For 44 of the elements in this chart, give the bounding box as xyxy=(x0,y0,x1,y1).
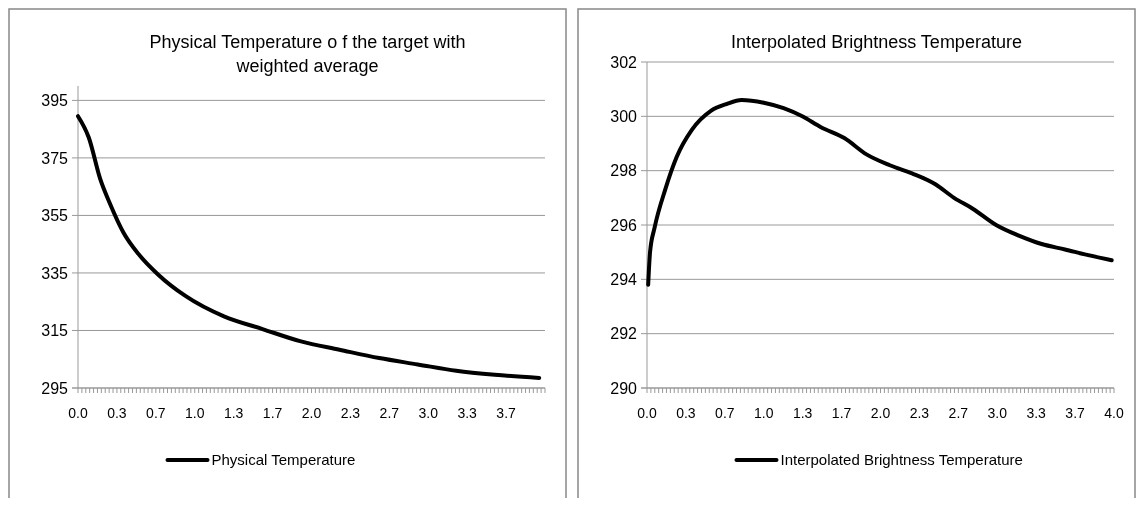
x-tick-label: 0.7 xyxy=(146,405,166,421)
y-tick-label: 294 xyxy=(610,270,638,288)
line-series xyxy=(646,98,1114,287)
legend-label: Interpolated Brightness Temperature xyxy=(780,451,1023,469)
legend-label: Physical Temperature xyxy=(211,451,356,469)
y-tick-label: 292 xyxy=(610,325,638,343)
y-tick-label: 315 xyxy=(41,322,69,340)
y-tick-label: 395 xyxy=(41,91,69,109)
x-tick-label: 0.7 xyxy=(715,405,735,421)
x-tick-label: 2.0 xyxy=(301,405,322,421)
y-tick-label: 302 xyxy=(610,53,638,71)
y-tick-label: 300 xyxy=(610,107,638,125)
x-tick-label: 2.7 xyxy=(948,405,969,421)
x-tick-label: 1.3 xyxy=(223,405,244,421)
x-tick-label: 3.3 xyxy=(457,405,478,421)
x-tick-label: 0.3 xyxy=(107,405,127,421)
x-tick-label: 0.0 xyxy=(68,405,88,421)
x-tick-label: 4.0 xyxy=(1104,405,1124,421)
x-tick-label: 1.3 xyxy=(792,405,813,421)
x-tick-label: 1.0 xyxy=(185,405,205,421)
x-tick-label: 2.3 xyxy=(340,405,361,421)
x-tick-label: 1.7 xyxy=(262,405,283,421)
x-tick-label: 3.7 xyxy=(496,405,517,421)
x-tick-label: 2.3 xyxy=(909,405,930,421)
y-tick-label: 355 xyxy=(41,207,69,225)
y-tick-label: 296 xyxy=(610,216,638,234)
chart-title: Interpolated Brightness Temperature xyxy=(731,32,1022,52)
x-tick-label: 0.3 xyxy=(676,405,696,421)
chart-title: Physical Temperature o f the target with weighted average xyxy=(149,32,466,76)
y-tick-label: 295 xyxy=(41,379,69,397)
line-series xyxy=(76,114,542,380)
x-tick-label: 0.0 xyxy=(637,405,657,421)
y-tick-label: 290 xyxy=(610,379,638,397)
y-tick-label: 335 xyxy=(41,264,69,282)
x-tick-label: 2.0 xyxy=(870,405,891,421)
x-tick-label: 1.7 xyxy=(831,405,852,421)
y-tick-label: 375 xyxy=(41,149,69,167)
x-tick-label: 3.3 xyxy=(1026,405,1047,421)
x-tick-label: 2.7 xyxy=(379,405,400,421)
x-tick-label: 1.0 xyxy=(754,405,774,421)
x-tick-label: 3.0 xyxy=(418,405,439,421)
x-tick-label: 3.0 xyxy=(987,405,1008,421)
y-tick-label: 298 xyxy=(610,162,638,180)
x-tick-label: 3.7 xyxy=(1065,405,1086,421)
